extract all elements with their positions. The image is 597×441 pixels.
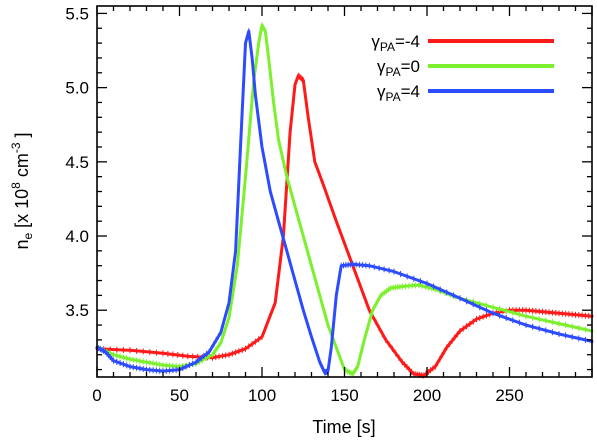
y-tick-label: 4.0	[65, 227, 89, 246]
legend-label-blue: γPA=4	[377, 82, 420, 104]
plot-lines	[95, 22, 594, 379]
legend-label-red: γPA=-4	[371, 32, 420, 54]
x-tick-label: 0	[92, 386, 101, 405]
x-tick-label: 200	[413, 386, 441, 405]
y-axis-label: ne [x 108 cm-3 ]	[9, 132, 35, 249]
series-line-2	[95, 29, 594, 374]
y-tick-label: 5.5	[65, 4, 89, 23]
series-errorbars-0	[96, 72, 590, 379]
legend: γPA=-4 γPA=0 γPA=4	[371, 32, 554, 104]
x-tick-label: 50	[170, 386, 189, 405]
y-tick-label: 3.5	[65, 301, 89, 320]
series-errorbars-2	[96, 28, 586, 376]
y-tick-label: 5.0	[65, 79, 89, 98]
series-2	[95, 28, 594, 376]
series-errorbars-1	[96, 22, 586, 377]
x-axis-ticks: 0 50 100 150 200 250	[92, 6, 593, 405]
x-tick-label: 150	[330, 386, 358, 405]
x-axis-label: Time [s]	[312, 417, 375, 437]
series-line-0	[95, 74, 594, 377]
legend-label-green: γPA=0	[377, 57, 420, 79]
x-tick-label: 250	[495, 386, 523, 405]
x-tick-label: 100	[248, 386, 276, 405]
legend-entry-green: γPA=0	[377, 57, 554, 79]
y-tick-label: 4.5	[65, 153, 89, 172]
legend-entry-blue: γPA=4	[377, 82, 554, 104]
legend-entry-red: γPA=-4	[371, 32, 554, 54]
series-1	[95, 22, 594, 377]
y-axis-ticks: 3.5 4.0 4.5 5.0 5.5	[65, 4, 592, 371]
series-0	[95, 72, 594, 379]
